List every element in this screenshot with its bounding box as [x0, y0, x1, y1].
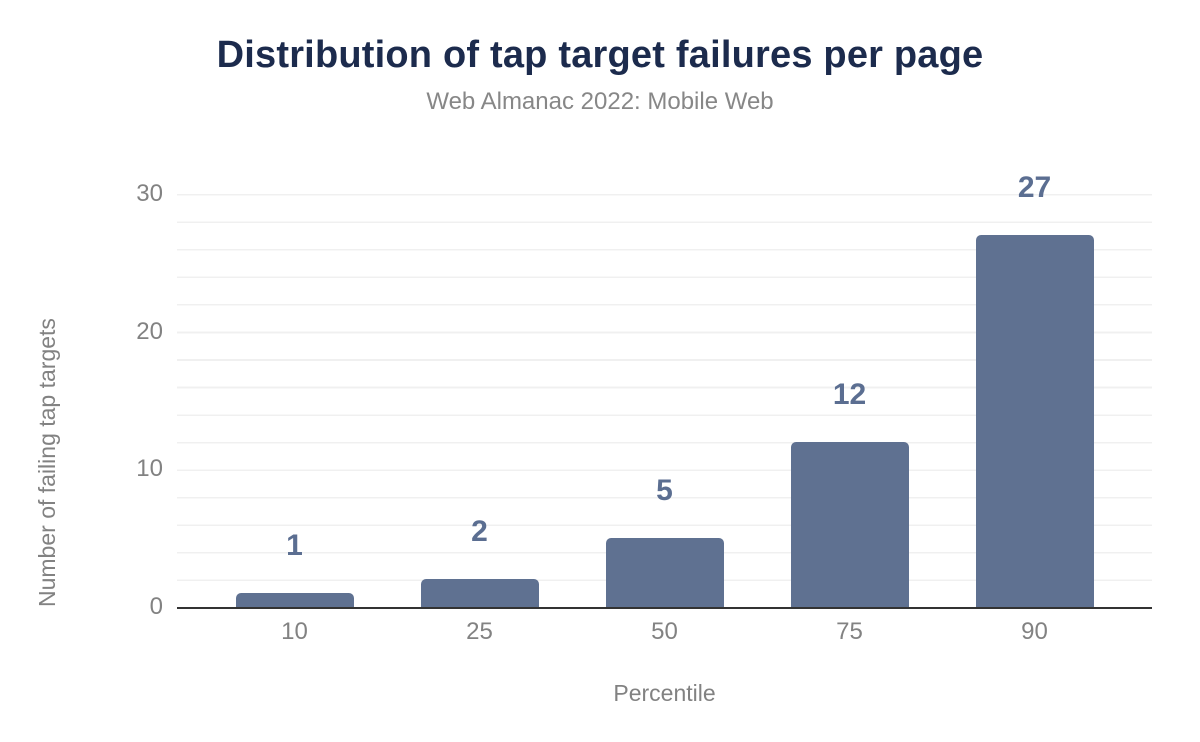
plot-area: 1 2 5 12 27 — [177, 173, 1152, 609]
bar-slot-p75: 12 — [757, 377, 942, 607]
x-tick-label: 25 — [466, 618, 493, 645]
y-tick-label: 0 — [149, 593, 163, 620]
y-tick-label: 10 — [136, 455, 163, 483]
y-tick-label: 30 — [136, 180, 163, 207]
bar-value-label: 1 — [286, 529, 303, 563]
bar-slot-p50: 5 — [572, 476, 757, 607]
x-tick-label: 75 — [836, 618, 863, 645]
x-axis-title: Percentile — [613, 680, 716, 706]
y-tick-label: 20 — [136, 317, 163, 345]
x-tick-label: 10 — [281, 618, 308, 645]
bar-value-label: 27 — [1017, 171, 1052, 205]
bar-slot-p10: 1 — [202, 531, 387, 607]
bar-value-label: 12 — [832, 377, 867, 411]
bar — [605, 538, 724, 607]
bar — [420, 579, 539, 607]
bar — [975, 235, 1094, 607]
bar-value-label: 2 — [471, 515, 488, 549]
chart-subtitle: Web Almanac 2022: Mobile Web — [426, 88, 774, 115]
x-tick-label: 50 — [651, 618, 678, 645]
chart-title: Distribution of tap target failures per … — [216, 34, 984, 76]
x-tick-label: 90 — [1021, 618, 1048, 645]
bars-row: 1 2 5 12 27 — [202, 173, 1127, 607]
bar-slot-p25: 2 — [387, 517, 572, 607]
y-axis-ticks: 0 10 20 30 — [0, 0, 163, 742]
bar-slot-p90: 27 — [942, 173, 1127, 607]
x-axis-ticks: 10 25 50 75 90 — [202, 618, 1127, 646]
bar — [235, 593, 354, 607]
bar — [790, 441, 909, 607]
bar-value-label: 5 — [656, 474, 673, 508]
